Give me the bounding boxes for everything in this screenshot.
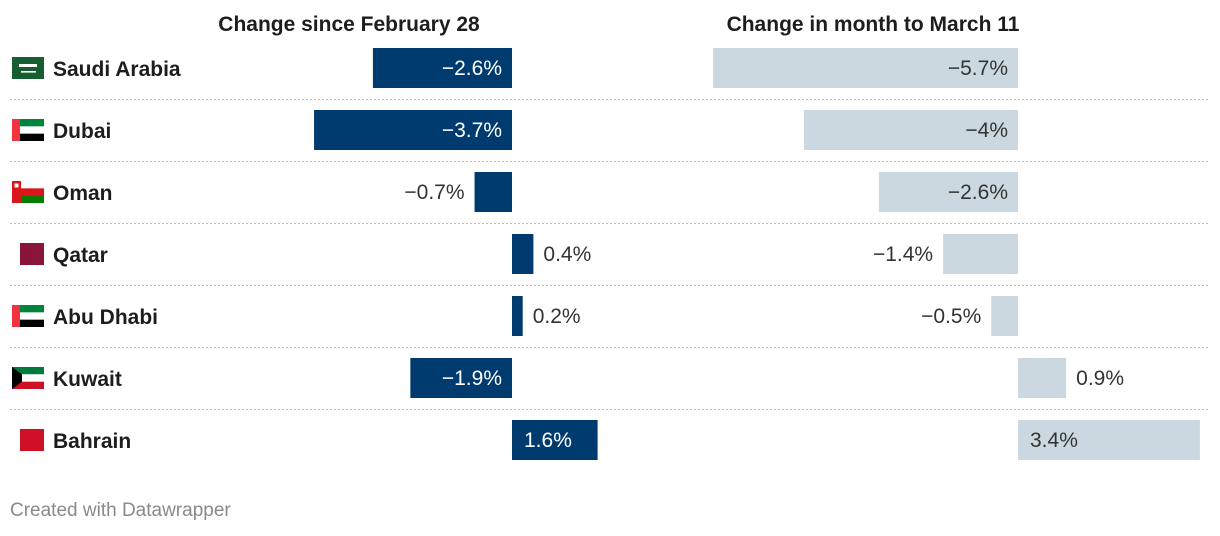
data-label: 1.6% — [524, 429, 572, 452]
row-label: Saudi Arabia — [53, 58, 181, 81]
footer-credit: Created with Datawrapper — [10, 500, 231, 521]
bar — [1018, 358, 1067, 398]
row-label: Abu Dhabi — [53, 306, 158, 329]
bar — [991, 296, 1018, 336]
data-label: −2.6% — [948, 181, 1008, 204]
data-label: −1.4% — [873, 243, 933, 266]
row-label: Kuwait — [53, 368, 122, 391]
bahrain-flag-icon — [20, 429, 44, 451]
saudi-arabia-flag-icon — [12, 57, 44, 79]
bar — [474, 172, 512, 212]
qatar-flag-icon — [20, 243, 44, 265]
column-header-2: Change in month to March 11 — [727, 13, 1020, 36]
bar — [1018, 420, 1200, 460]
row-label: Qatar — [53, 244, 108, 267]
kuwait-flag-icon — [12, 367, 44, 389]
bar — [713, 48, 1018, 88]
column-header-1: Change since February 28 — [218, 13, 480, 36]
data-label: −0.7% — [404, 181, 464, 204]
bar — [410, 358, 512, 398]
bar — [512, 234, 534, 274]
bar — [943, 234, 1018, 274]
data-label: 0.9% — [1076, 367, 1124, 390]
bar — [804, 110, 1018, 150]
data-label: −4% — [965, 119, 1008, 142]
row-label: Oman — [53, 182, 113, 205]
data-label: 0.2% — [533, 305, 581, 328]
data-label: −1.9% — [442, 367, 502, 390]
data-label: 0.4% — [543, 243, 591, 266]
uae-flag-icon — [12, 119, 44, 141]
bar — [372, 48, 512, 88]
oman-flag-icon — [12, 181, 44, 203]
uae-flag-icon — [12, 305, 44, 327]
data-label: −2.6% — [442, 57, 502, 80]
bar — [314, 110, 512, 150]
bar — [512, 296, 523, 336]
data-label: −3.7% — [442, 119, 502, 142]
bar — [512, 420, 598, 460]
data-label: −5.7% — [948, 57, 1008, 80]
row-label: Bahrain — [53, 430, 131, 453]
bar — [878, 172, 1018, 212]
data-label: −0.5% — [921, 305, 981, 328]
row-label: Dubai — [53, 120, 111, 143]
data-label: 3.4% — [1030, 429, 1078, 452]
